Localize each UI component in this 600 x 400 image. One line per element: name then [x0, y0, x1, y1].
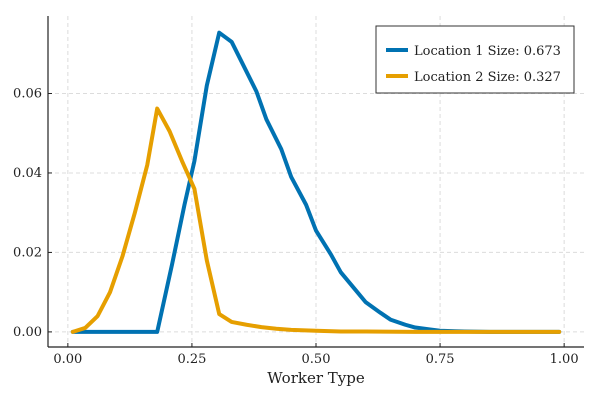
x-tick-label: 0.25: [177, 352, 206, 367]
x-tick-label: 0.75: [426, 352, 455, 367]
y-tick-label: 0.06: [13, 86, 42, 101]
y-tick-label: 0.04: [13, 166, 42, 181]
legend-label-location-2: Location 2 Size: 0.327: [414, 70, 561, 85]
x-tick-label: 0.50: [302, 352, 331, 367]
legend: Location 1 Size: 0.673 Location 2 Size: 0…: [375, 25, 575, 94]
series-lines: [70, 30, 562, 334]
series-line-location-2: [70, 106, 562, 334]
legend-label-location-1: Location 1 Size: 0.673: [414, 44, 561, 59]
x-tick-label: 1.00: [550, 352, 579, 367]
y-tick-label: 0.00: [13, 325, 42, 340]
x-axis-title: Worker Type: [267, 369, 365, 387]
y-tick-label: 0.02: [13, 245, 42, 260]
x-tick-label: 0.00: [53, 352, 82, 367]
ticks: 0.00 0.25 0.50 0.75 1.00 0.00 0.02 0.04 0.06: [13, 86, 579, 367]
legend-box: [375, 25, 575, 94]
